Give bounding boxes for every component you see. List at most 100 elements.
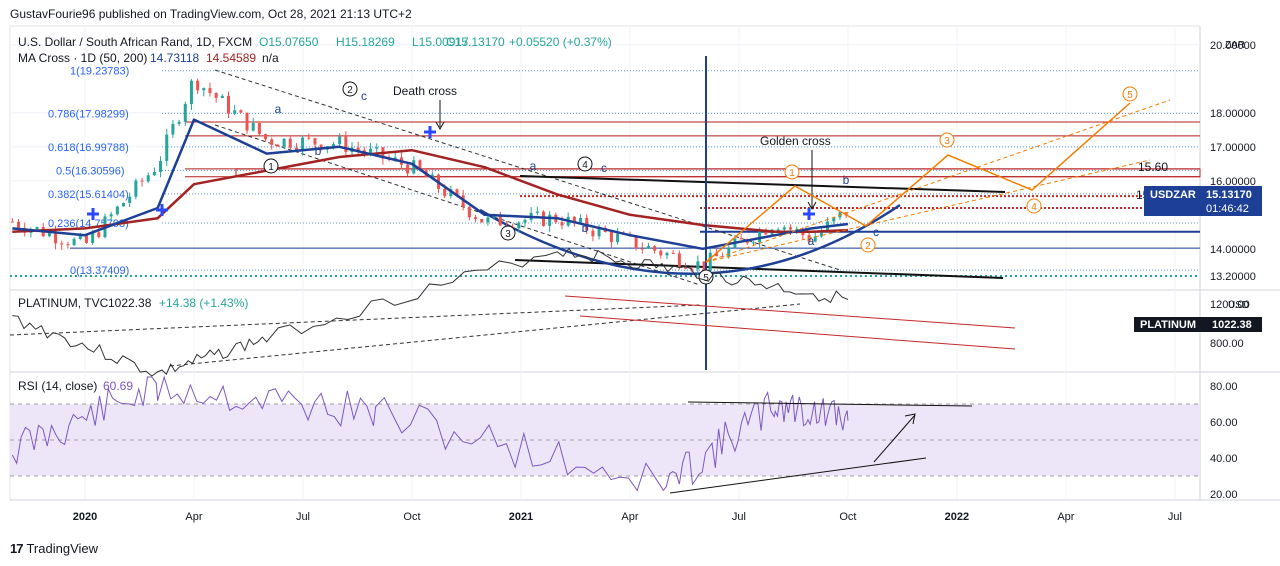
candle-body	[813, 236, 817, 242]
candle-body	[714, 252, 718, 257]
platinum-channel-line	[9, 304, 701, 336]
wave-mark-label: 4	[582, 160, 588, 171]
fib-level-label: 0.382(15.61404)	[48, 189, 129, 201]
wave-letter-label: b	[582, 221, 589, 235]
candle-body	[616, 233, 620, 243]
candle-body	[696, 261, 700, 270]
close-value: C15.13170	[446, 35, 505, 49]
candle-body	[776, 229, 780, 231]
low-value: L15.00917	[412, 35, 469, 49]
rsi-axis-label: 20.00	[1210, 489, 1238, 501]
projection-mark-circle	[1026, 198, 1042, 214]
publisher-line: GustavFourie96 published on TradingView.…	[10, 7, 412, 21]
projection-mark-circle	[939, 132, 955, 148]
rsi-axis-label: 40.00	[1210, 453, 1238, 465]
candle-body	[393, 157, 397, 159]
candle-body	[344, 136, 348, 152]
candle-body	[665, 252, 669, 256]
candle-body	[517, 222, 521, 229]
candle-body	[146, 175, 150, 182]
candle-body	[97, 232, 101, 238]
candle-body	[708, 252, 712, 271]
wave-mark-circle	[577, 156, 593, 172]
symbol-label: U.S. Dollar / South African Rand, 1D, FX…	[18, 35, 252, 49]
tradingview-brand[interactable]: 17 TradingView	[10, 541, 98, 556]
candle-body	[406, 164, 410, 174]
wave-mark-circle	[500, 225, 516, 241]
candle-body	[684, 266, 688, 269]
platinum-axis-label: 800.00	[1210, 338, 1244, 350]
time-axis-label: Jul	[1168, 511, 1182, 523]
cross-marker-icon	[803, 208, 815, 220]
fib-level-label: 0(13.37409)	[70, 265, 129, 277]
rsi-label: RSI (14, close)	[18, 379, 97, 393]
projection-path	[705, 102, 1131, 263]
candle-body	[78, 235, 82, 239]
candle-body	[560, 222, 564, 226]
candle-body	[356, 147, 360, 151]
candle-body	[233, 110, 237, 114]
ma50-line	[12, 118, 849, 251]
time-axis-label: Apr	[1057, 511, 1074, 523]
candle-body	[751, 242, 755, 244]
time-axis-label: Jul	[296, 511, 310, 523]
candle-body	[72, 238, 76, 246]
candle-body	[338, 136, 342, 145]
brand-label: TradingView	[26, 541, 99, 556]
candle-body	[319, 144, 323, 150]
candle-body	[294, 147, 298, 150]
candle-body	[208, 88, 212, 94]
wave-mark-label: 1	[268, 162, 274, 173]
candle-body	[60, 243, 64, 245]
platinum-channel-line	[169, 303, 801, 367]
ma-value-2: 14.54589	[206, 51, 256, 65]
currency-label: ZAR	[1225, 40, 1245, 51]
time-axis-label: Oct	[403, 511, 420, 523]
candle-body	[35, 227, 39, 230]
wave-mark-label: 5	[703, 273, 709, 284]
candle-body	[597, 227, 601, 237]
ma-cross-label: MA Cross · 1D (50, 200)	[18, 51, 147, 65]
projection-mark-label: 4	[1031, 202, 1037, 213]
candle-body	[430, 174, 434, 178]
arrow-head-icon	[904, 413, 916, 425]
candle-body	[301, 137, 305, 150]
channel-dashed-line	[214, 124, 701, 286]
projection-mark-circle	[1122, 86, 1138, 102]
candle-body	[331, 144, 335, 147]
fib-level-label: 1(19.23783)	[70, 66, 129, 78]
candle-body	[152, 171, 156, 176]
wave-letter-label: c	[873, 225, 879, 239]
time-axis-label: 2022	[945, 511, 969, 523]
candle-body	[171, 123, 175, 135]
platinum-line	[12, 247, 849, 377]
candle-body	[412, 160, 416, 174]
candle-body	[140, 180, 144, 182]
change-value: +0.05520 (+0.37%)	[509, 35, 612, 49]
platinum-tag-box	[1134, 317, 1262, 332]
candle-body	[443, 188, 447, 197]
time-axis-label: 2020	[73, 511, 97, 523]
cross-marker-icon	[424, 126, 436, 138]
price-axis-label: 20.00000	[1210, 40, 1256, 52]
tradingview-logo-icon: 17	[10, 541, 24, 556]
platinum-change: +14.38 (+1.43%)	[159, 296, 248, 310]
price-axis-label: 14.00000	[1210, 244, 1256, 256]
wave-letter-label: a	[808, 234, 815, 248]
candle-body	[677, 253, 681, 267]
platinum-tag-value: 1022.38	[1212, 319, 1252, 331]
candle-body	[832, 217, 836, 222]
wave-letter-label: c	[361, 89, 367, 103]
wave-letter-label: a	[275, 102, 282, 116]
open-value: O15.07650	[259, 35, 319, 49]
candle-body	[671, 252, 675, 254]
platinum-trend-line	[579, 315, 1016, 350]
candle-body	[795, 228, 799, 230]
candle-body	[819, 231, 823, 237]
candle-body	[165, 134, 169, 161]
candle-body	[782, 227, 786, 230]
price-tag-box	[1144, 186, 1262, 216]
time-axis-label: 2021	[509, 511, 533, 523]
wave-letter-label: b	[315, 144, 322, 158]
